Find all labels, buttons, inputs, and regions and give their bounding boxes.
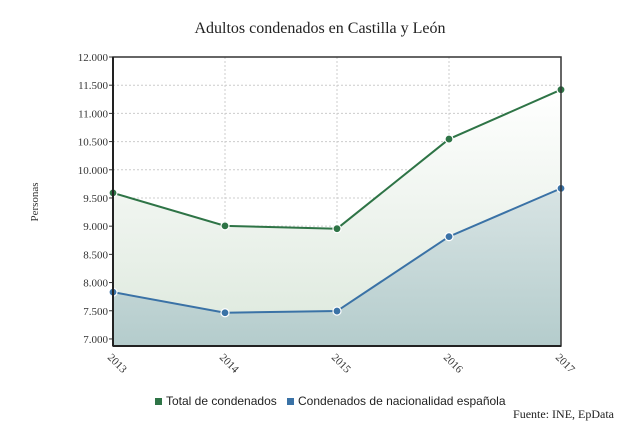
data-point	[444, 232, 454, 242]
y-axis-label: Personas	[29, 182, 41, 221]
legend-label: Total de condenados	[166, 394, 277, 408]
y-tick-label: 7.500	[83, 306, 108, 318]
legend-swatch	[287, 398, 294, 405]
y-tick-label: 8.500	[83, 249, 108, 261]
data-point	[220, 221, 230, 231]
x-tick-label: 2013	[105, 352, 129, 376]
x-tick-label: 2017	[553, 352, 577, 376]
y-tick-label: 11.500	[78, 80, 108, 92]
y-tick-label: 11.000	[78, 108, 108, 120]
data-point	[332, 306, 342, 316]
x-tick-label: 2014	[217, 352, 241, 376]
data-point	[220, 308, 230, 318]
y-tick-label: 9.000	[83, 221, 108, 233]
x-tick-label: 2016	[441, 352, 465, 376]
legend-swatch	[155, 398, 162, 405]
data-point	[444, 134, 454, 144]
data-point	[332, 224, 342, 234]
y-tick-label: 10.000	[78, 165, 109, 177]
y-tick-label: 9.500	[83, 193, 108, 205]
source-note: Fuente: INE, EpData	[513, 407, 615, 421]
legend-label: Condenados de nacionalidad española	[298, 394, 506, 408]
y-tick-label: 7.000	[83, 334, 108, 346]
series-area	[113, 188, 561, 346]
x-tick-label: 2015	[329, 352, 353, 376]
y-tick-label: 12.000	[78, 52, 109, 64]
y-tick-label: 8.000	[83, 278, 108, 290]
chart-title: Adultos condenados en Castilla y León	[194, 20, 445, 37]
y-tick-label: 10.500	[78, 137, 109, 149]
